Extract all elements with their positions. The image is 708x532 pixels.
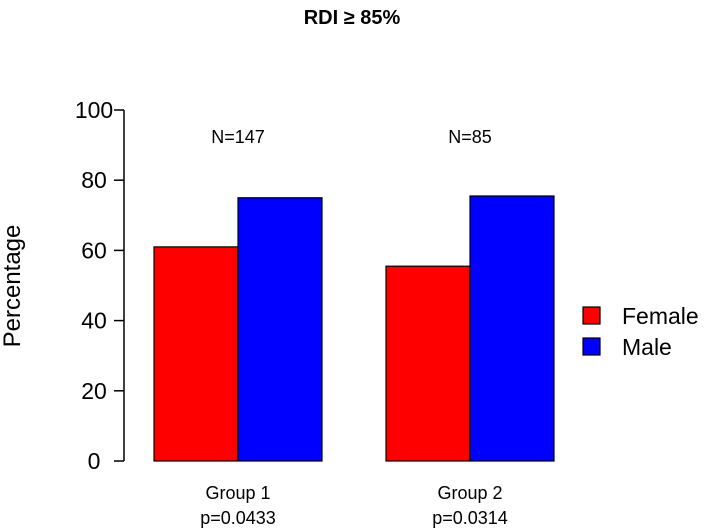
y-tick-label-0: 0: [88, 448, 101, 474]
y-tick-label-100: 100: [75, 97, 113, 123]
legend-label-male: Male: [622, 334, 672, 360]
category-label-2: Group 2: [437, 483, 502, 503]
legend-label-female: Female: [622, 303, 699, 329]
category-label-1: Group 1: [205, 483, 270, 503]
y-tick-label-60: 60: [81, 237, 107, 263]
bar-male-2: [469, 195, 555, 462]
annotations-group: N=147 N=85: [211, 127, 492, 147]
annotation-n-1: N=147: [211, 127, 265, 147]
y-tick-label-40: 40: [81, 308, 107, 334]
y-tick-label-80: 80: [81, 167, 107, 193]
legend-swatch-female: [582, 306, 601, 325]
bar-male-1: [237, 197, 323, 462]
legend-swatch-male: [582, 337, 601, 356]
bar-female-1: [153, 246, 239, 462]
annotation-n-2: N=85: [448, 127, 492, 147]
chart-title: RDI ≥ 85%: [304, 7, 401, 29]
legend: Female Male: [582, 303, 699, 360]
bars-group: [153, 195, 555, 462]
bar-female-2: [385, 265, 471, 462]
category-pvalue-2: p=0.0314: [432, 508, 508, 528]
y-axis-label: Percentage: [0, 225, 26, 348]
y-axis-ticks: 0 20 40 60 80 100: [75, 97, 124, 474]
category-pvalue-1: p=0.0433: [200, 508, 276, 528]
y-tick-label-20: 20: [81, 378, 107, 404]
category-labels: Group 1 p=0.0433 Group 2 p=0.0314: [200, 483, 508, 528]
